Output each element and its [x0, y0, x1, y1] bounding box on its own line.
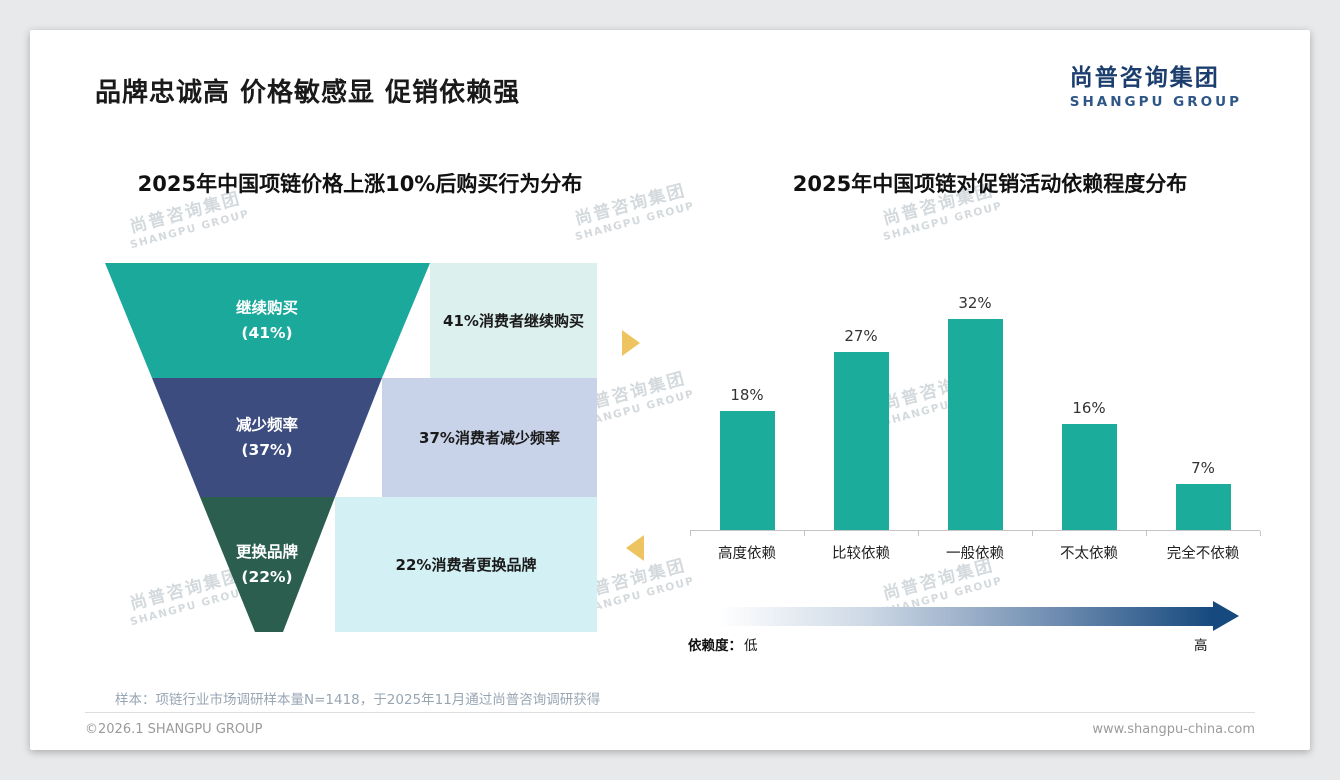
bar-category-label: 高度依赖	[718, 546, 776, 562]
funnel-desc-panel	[335, 497, 597, 632]
bar-value-label: 7%	[1191, 459, 1215, 477]
funnel-segment-row: 继续购买 (41%) 41%消费者继续购买	[105, 263, 597, 378]
axis-tick	[1146, 531, 1147, 536]
bar-group: 16%	[1032, 399, 1146, 530]
bar	[833, 352, 889, 530]
gradient-arrowhead-icon	[1213, 601, 1239, 631]
dependence-gradient-arrow	[720, 607, 1213, 626]
x-axis-ticks	[690, 531, 1261, 537]
funnel-segment-row: 减少频率 (37%) 37%消费者减少频率	[105, 378, 597, 497]
bar-chart-plot: 18% 27% 32% 16% 7%	[690, 285, 1260, 530]
page-title: 品牌忠诚高 价格敏感显 促销依赖强	[95, 78, 521, 108]
funnel-segment-row: 更换品牌 (22%) 22%消费者更换品牌	[105, 497, 597, 632]
bar	[719, 411, 775, 530]
bar-group: 7%	[1146, 459, 1260, 530]
funnel-trapezoid	[105, 263, 430, 378]
funnel-desc-panel	[430, 263, 597, 378]
company-logo: 尚普咨询集团 SHANGPU GROUP	[1070, 58, 1242, 110]
funnel-chart-title: 2025年中国项链价格上涨10%后购买行为分布	[137, 172, 583, 196]
funnel-segment-desc: 37%消费者减少频率	[419, 429, 560, 447]
axis-tick	[1260, 531, 1261, 536]
bar	[1061, 424, 1117, 530]
logo-text-en: SHANGPU GROUP	[1069, 94, 1242, 110]
bar-chart-title: 2025年中国项链对促销活动依赖程度分布	[792, 172, 1188, 196]
bar-value-label: 27%	[844, 327, 878, 345]
funnel-chart: 继续购买 (41%) 41%消费者继续购买 减少频率 (37%) 37%消费者减…	[105, 263, 597, 632]
dependence-low-label: 低	[744, 638, 758, 654]
bar-category-label: 一般依赖	[946, 546, 1004, 562]
logo-text-zh: 尚普咨询集团	[1069, 65, 1220, 91]
funnel-segment-value: (22%)	[241, 567, 293, 586]
bar-value-label: 32%	[958, 294, 992, 312]
funnel-desc-panel	[382, 378, 597, 497]
funnel-segment-value: (37%)	[241, 440, 293, 459]
bar-value-label: 16%	[1072, 399, 1106, 417]
yellow-left-arrow-icon	[626, 535, 644, 561]
dependence-high-label: 高	[1194, 638, 1208, 654]
axis-tick	[804, 531, 805, 536]
bar-category-label: 比较依赖	[832, 546, 890, 562]
bar-group: 32%	[918, 294, 1032, 530]
funnel-segment-name: 继续购买	[235, 299, 298, 318]
x-axis-line	[690, 530, 1260, 531]
bar-category-labels: 高度依赖 比较依赖 一般依赖 不太依赖 完全不依赖	[690, 542, 1260, 563]
axis-tick	[918, 531, 919, 536]
bar-group: 18%	[690, 386, 804, 530]
funnel-segment-label: 减少频率 (37%)	[167, 378, 367, 497]
funnel-segment-label: 更换品牌 (22%)	[167, 497, 367, 632]
funnel-segment-desc: 22%消费者更换品牌	[395, 556, 537, 574]
bar	[947, 319, 1003, 530]
funnel-segment-value: (41%)	[241, 323, 293, 342]
dependence-axis-label: 依赖度：	[688, 638, 742, 654]
axis-tick	[690, 531, 691, 536]
slide-card: 尚普咨询集团 SHANGPU GROUP 尚普咨询集团 SHANGPU GROUP 尚普…	[30, 30, 1310, 750]
bar-category-label: 完全不依赖	[1166, 546, 1240, 562]
yellow-right-arrow-icon	[622, 330, 640, 356]
sample-note: 样本：项链行业市场调研样本量N=1418，于2025年11月通过尚普咨询调研获得	[115, 692, 601, 708]
bar-value-label: 18%	[730, 386, 764, 404]
bar-group: 27%	[804, 327, 918, 530]
funnel-segment-label: 继续购买 (41%)	[167, 263, 367, 378]
axis-tick	[1032, 531, 1033, 536]
funnel-segment-name: 减少频率	[235, 416, 298, 435]
bar	[1175, 484, 1231, 530]
footer-copyright: ©2026.1 SHANGPU GROUP	[85, 722, 263, 737]
bar-category-label: 不太依赖	[1060, 546, 1118, 562]
footer-divider	[85, 712, 1255, 713]
funnel-segment-desc: 41%消费者继续购买	[443, 312, 584, 330]
funnel-segment-name: 更换品牌	[235, 543, 298, 562]
footer-website: www.shangpu-china.com	[1092, 722, 1255, 737]
